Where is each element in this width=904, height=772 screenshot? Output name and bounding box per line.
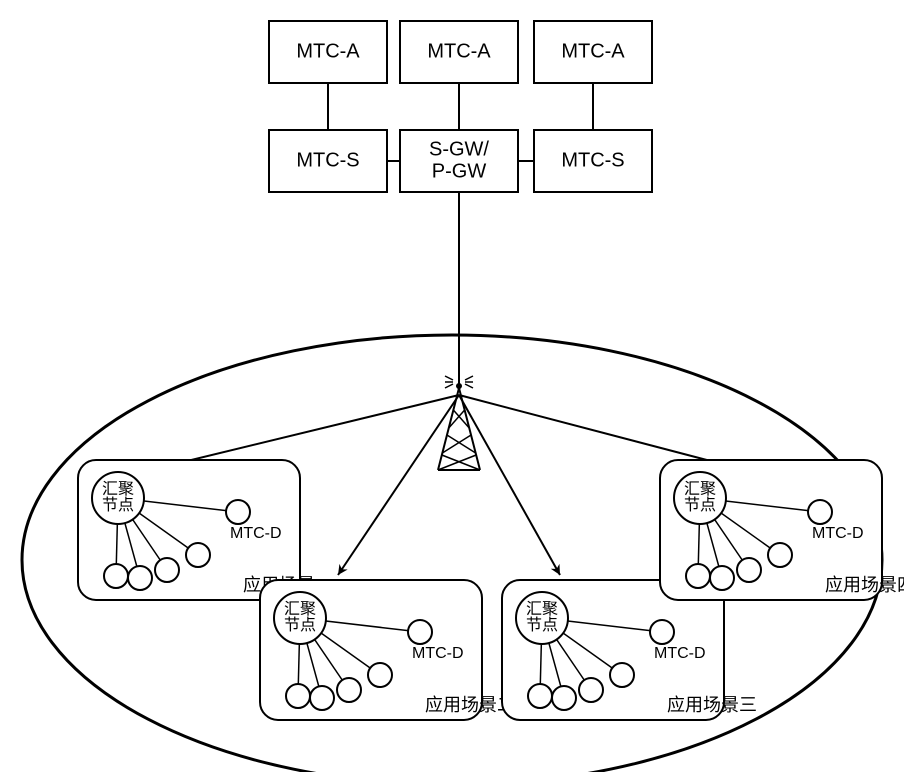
top-box-label: MTC-A bbox=[561, 40, 625, 62]
hub-label: 节点 bbox=[684, 496, 716, 514]
hub-label: 节点 bbox=[102, 496, 134, 514]
mtcd-label: MTC-D bbox=[230, 525, 282, 542]
broadcast-arrow bbox=[459, 395, 745, 470]
mtc-d-node bbox=[226, 500, 250, 524]
broadcast-arrow bbox=[150, 395, 459, 470]
hub-label: 节点 bbox=[526, 616, 558, 634]
antenna-wave-right bbox=[465, 384, 473, 388]
mtc-d-node bbox=[686, 564, 710, 588]
mtc-d-node bbox=[808, 500, 832, 524]
hub-label: 汇聚 bbox=[526, 600, 558, 618]
hub-label: 汇聚 bbox=[284, 600, 316, 618]
mtc-d-node bbox=[337, 678, 361, 702]
mtc-d-node bbox=[128, 566, 152, 590]
mtc-d-node bbox=[286, 684, 310, 708]
mtc-d-node bbox=[610, 663, 634, 687]
mtc-d-node bbox=[710, 566, 734, 590]
top-box-label: MTC-S bbox=[561, 149, 624, 171]
scene-label: 应用场景四 bbox=[825, 575, 904, 595]
mtc-d-node bbox=[155, 558, 179, 582]
top-box-label: P-GW bbox=[432, 160, 487, 182]
mtc-d-node bbox=[650, 620, 674, 644]
diagram-canvas: MTC-AMTC-AMTC-AMTC-SS-GW/P-GWMTC-S汇聚节点MT… bbox=[0, 0, 904, 772]
antenna-wave-right bbox=[465, 376, 473, 380]
mtc-d-node bbox=[737, 558, 761, 582]
scene-label: 应用场景三 bbox=[667, 695, 757, 715]
mtc-d-node bbox=[579, 678, 603, 702]
top-box-label: S-GW/ bbox=[429, 138, 489, 160]
mtc-d-node bbox=[528, 684, 552, 708]
top-box-label: MTC-S bbox=[296, 149, 359, 171]
antenna-wave-left bbox=[445, 376, 453, 380]
antenna-brace bbox=[438, 455, 476, 470]
mtc-d-node bbox=[368, 663, 392, 687]
hub-label: 节点 bbox=[284, 616, 316, 634]
mtc-d-node bbox=[408, 620, 432, 644]
antenna-brace bbox=[442, 455, 480, 470]
top-box-label: MTC-A bbox=[427, 40, 491, 62]
mtc-d-node bbox=[768, 543, 792, 567]
mtc-d-node bbox=[104, 564, 128, 588]
antenna-tower bbox=[438, 388, 480, 470]
top-box-label: MTC-A bbox=[296, 40, 360, 62]
mtc-d-node bbox=[186, 543, 210, 567]
hub-label: 汇聚 bbox=[102, 480, 134, 498]
mtc-d-node bbox=[310, 686, 334, 710]
hub-label: 汇聚 bbox=[684, 480, 716, 498]
mtcd-label: MTC-D bbox=[654, 645, 706, 662]
broadcast-arrow bbox=[338, 395, 459, 575]
broadcast-arrow bbox=[459, 395, 560, 575]
mtcd-label: MTC-D bbox=[812, 525, 864, 542]
mtc-d-node bbox=[552, 686, 576, 710]
mtcd-label: MTC-D bbox=[412, 645, 464, 662]
antenna-wave-left bbox=[445, 384, 453, 388]
